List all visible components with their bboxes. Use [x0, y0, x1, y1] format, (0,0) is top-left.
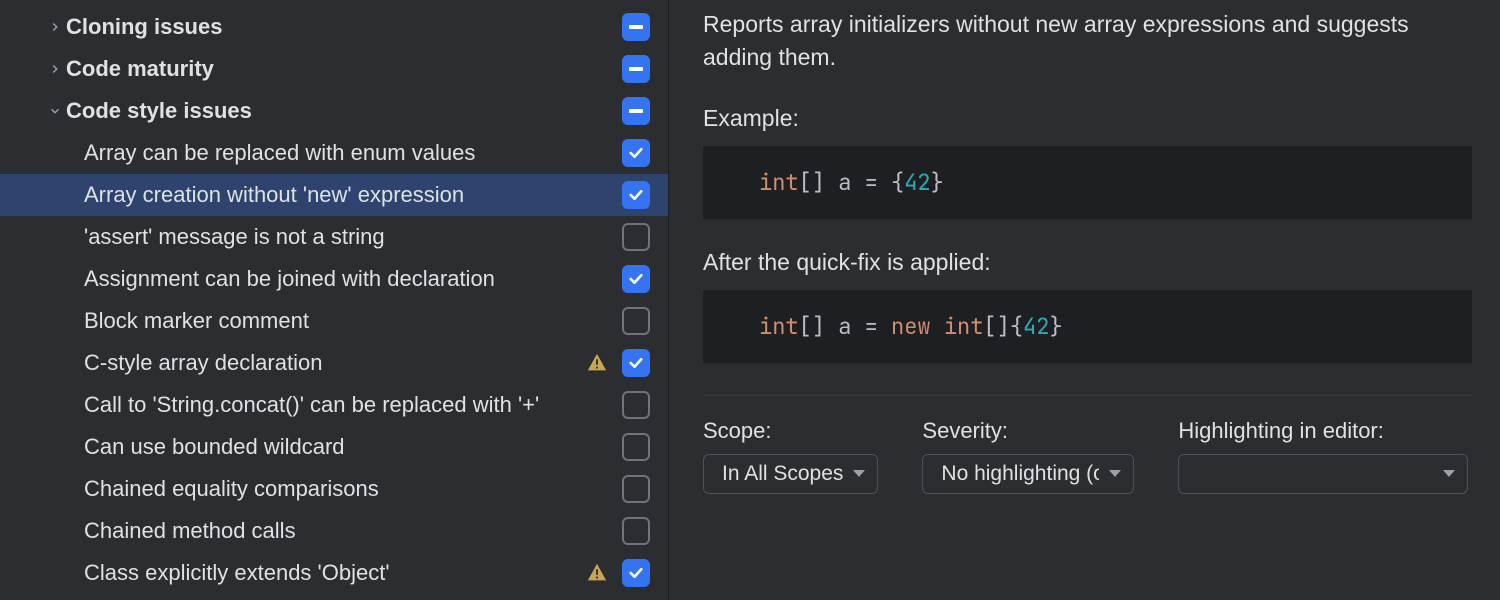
severity-value: No highlighting (only fix): [941, 462, 1099, 486]
inspection-item[interactable]: Can use bounded wildcard: [0, 426, 668, 468]
code-after-block: int[] a = new int[]{42}: [703, 290, 1472, 363]
inspection-item[interactable]: Array can be replaced with enum values: [0, 132, 668, 174]
inspection-checkbox[interactable]: [622, 475, 650, 503]
inspection-checkbox[interactable]: [622, 139, 650, 167]
inspection-checkbox[interactable]: [622, 517, 650, 545]
chevron-right-icon: [44, 20, 66, 34]
category-code-maturity[interactable]: Code maturity: [0, 48, 668, 90]
severity-label: Severity:: [922, 418, 1134, 444]
inspection-item-label: Chained method calls: [84, 518, 296, 543]
highlighting-combobox[interactable]: [1178, 454, 1468, 494]
warning-icon: [586, 352, 608, 374]
inspection-item[interactable]: Array creation without 'new' expression: [0, 174, 668, 216]
chevron-down-icon: [1443, 470, 1455, 477]
checkbox-mixed[interactable]: [622, 97, 650, 125]
inspection-item[interactable]: Block marker comment: [0, 300, 668, 342]
category-label: Cloning issues: [66, 14, 222, 39]
inspection-checkbox[interactable]: [622, 391, 650, 419]
example-label: Example:: [703, 105, 1472, 132]
inspection-item-label: C-style array declaration: [84, 350, 322, 375]
inspection-description: Reports array initializers without new a…: [703, 8, 1472, 75]
inspection-checkbox[interactable]: [622, 265, 650, 293]
inspection-item[interactable]: Assignment can be joined with declaratio…: [0, 258, 668, 300]
chevron-down-icon: [44, 104, 66, 118]
warning-icon: [586, 562, 608, 584]
inspection-details-panel: Reports array initializers without new a…: [668, 0, 1500, 600]
after-fix-label: After the quick-fix is applied:: [703, 249, 1472, 276]
inspection-checkbox[interactable]: [622, 349, 650, 377]
checkbox-mixed[interactable]: [622, 55, 650, 83]
inspection-item[interactable]: Chained equality comparisons: [0, 468, 668, 510]
inspection-checkbox[interactable]: [622, 433, 650, 461]
inspection-item[interactable]: Class explicitly extends 'Object': [0, 552, 668, 594]
inspection-item-label: Class explicitly extends 'Object': [84, 560, 390, 585]
highlighting-label: Highlighting in editor:: [1178, 418, 1468, 444]
code-example-block: int[] a = {42}: [703, 146, 1472, 219]
inspection-tree: Cloning issues Code maturity Code style …: [0, 0, 668, 600]
scope-label: Scope:: [703, 418, 878, 444]
category-label: Code maturity: [66, 56, 214, 81]
inspection-checkbox[interactable]: [622, 181, 650, 209]
inspection-item-label: Assignment can be joined with declaratio…: [84, 266, 495, 291]
inspection-item-label: Call to 'String.concat()' can be replace…: [84, 392, 539, 417]
inspection-item-label: Block marker comment: [84, 308, 309, 333]
inspection-checkbox[interactable]: [622, 559, 650, 587]
checkbox-mixed[interactable]: [622, 13, 650, 41]
inspection-item[interactable]: Chained method calls: [0, 510, 668, 552]
chevron-down-icon: [853, 470, 865, 477]
scope-combobox[interactable]: In All Scopes: [703, 454, 878, 494]
inspection-item[interactable]: 'assert' message is not a string: [0, 216, 668, 258]
chevron-right-icon: [44, 62, 66, 76]
inspection-checkbox[interactable]: [622, 223, 650, 251]
category-label: Code style issues: [66, 98, 252, 123]
inspection-checkbox[interactable]: [622, 307, 650, 335]
inspection-item-label: Array can be replaced with enum values: [84, 140, 475, 165]
severity-combobox[interactable]: No highlighting (only fix): [922, 454, 1134, 494]
inspection-item-label: Chained equality comparisons: [84, 476, 379, 501]
divider: [703, 395, 1472, 396]
inspection-item[interactable]: C-style array declaration: [0, 342, 668, 384]
category-code-style-issues[interactable]: Code style issues: [0, 90, 668, 132]
inspection-item[interactable]: Call to 'String.concat()' can be replace…: [0, 384, 668, 426]
inspection-item-label: Array creation without 'new' expression: [84, 182, 464, 207]
category-cloning-issues[interactable]: Cloning issues: [0, 6, 668, 48]
inspection-controls: Scope: In All Scopes Severity: No highli…: [703, 418, 1472, 494]
inspection-item-label: Can use bounded wildcard: [84, 434, 345, 459]
chevron-down-icon: [1109, 470, 1121, 477]
inspection-item-label: 'assert' message is not a string: [84, 224, 385, 249]
scope-value: In All Scopes: [722, 462, 843, 486]
